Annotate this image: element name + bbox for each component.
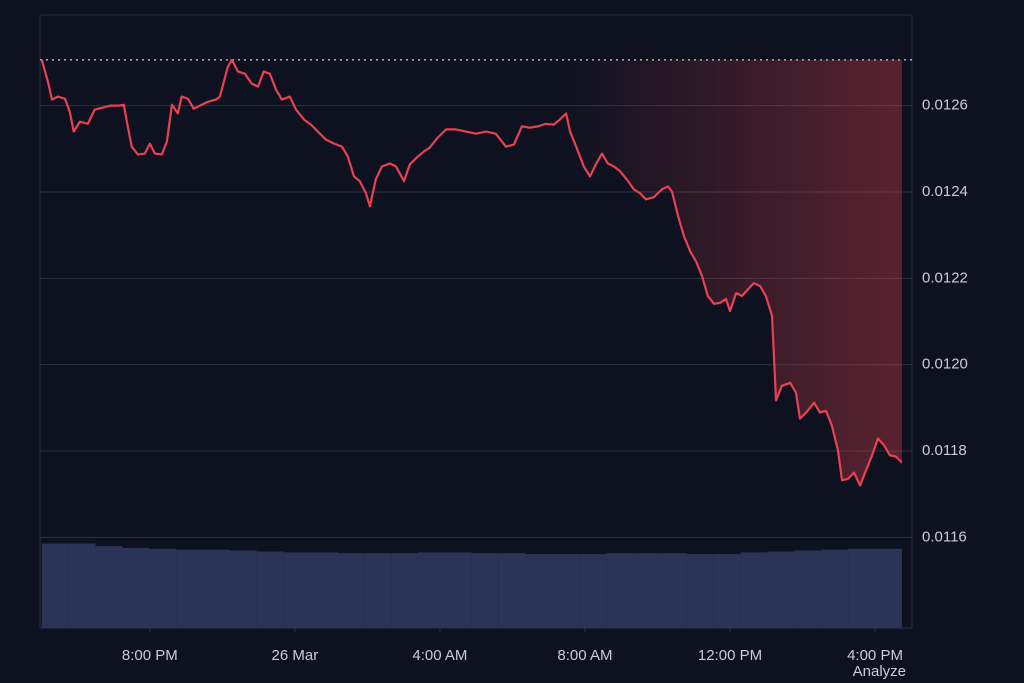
volume-bar [310, 552, 338, 628]
volume-bar [713, 554, 741, 628]
volume-bar [444, 552, 472, 628]
volume-bar [579, 554, 607, 628]
y-tick-label: 0.0120 [922, 356, 968, 373]
volume-bar [283, 552, 311, 628]
y-tick-label: 0.0116 [922, 528, 967, 545]
volume-bar [176, 549, 204, 628]
volume-bar [633, 553, 660, 628]
footnote[interactable]: Analyze [853, 663, 906, 680]
volume-bar [767, 551, 795, 628]
volume-bar [229, 550, 257, 628]
volume-bar [552, 554, 580, 628]
x-tick-label: 4:00 AM [412, 647, 467, 664]
volume-bar [686, 554, 714, 628]
volume-bar [95, 546, 123, 628]
y-tick-label: 0.0124 [922, 183, 968, 200]
volume-bar [874, 548, 902, 628]
volume-bar [606, 553, 634, 628]
volume-bar [256, 551, 284, 628]
area-fill [41, 59, 902, 486]
y-tick-label: 0.0126 [922, 97, 968, 114]
y-tick-label: 0.0118 [922, 442, 967, 459]
volume-bar [498, 553, 526, 628]
price-line [40, 58, 903, 487]
volume-bar [364, 553, 392, 628]
volume-bar [821, 549, 849, 628]
volume-bar [418, 552, 445, 628]
volume-bar [471, 553, 499, 628]
volume-bar [740, 552, 768, 628]
volume-bar [525, 554, 553, 628]
volume-bar [794, 550, 822, 628]
x-tick-label: 8:00 PM [122, 647, 178, 664]
x-tick-label: 12:00 PM [698, 647, 762, 664]
volume-bar [391, 553, 419, 628]
y-tick-label: 0.0122 [922, 269, 968, 286]
x-tick-label: 4:00 PM [847, 647, 903, 664]
volume-bar [68, 543, 96, 628]
volume-bar [149, 548, 177, 628]
volume-bar [122, 547, 150, 628]
volume-bar [203, 549, 230, 628]
volume-bar [337, 553, 365, 628]
volume-bar [848, 548, 875, 628]
x-tick-label: 8:00 AM [557, 647, 612, 664]
volume-bar [659, 553, 687, 628]
volume-bar [41, 543, 69, 628]
x-tick-label: 26 Mar [272, 647, 319, 664]
